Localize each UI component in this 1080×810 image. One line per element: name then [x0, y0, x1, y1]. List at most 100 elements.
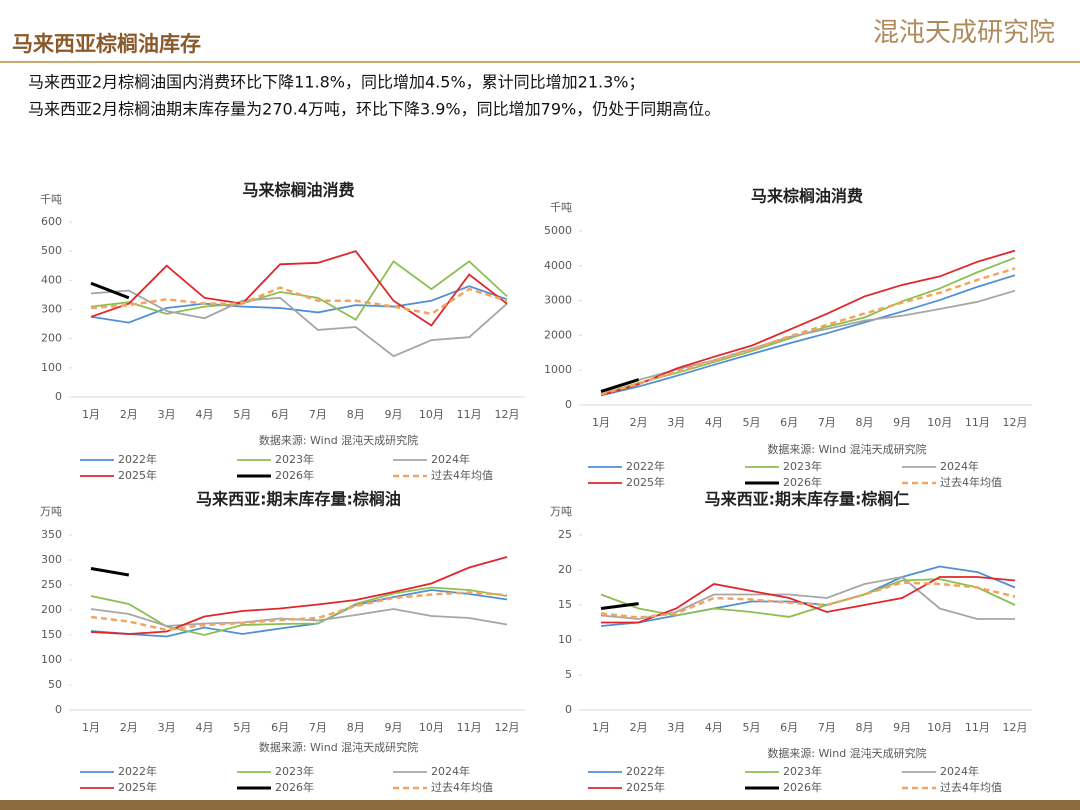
y-tick-label: 0	[565, 398, 572, 411]
y-tick-label: 600	[41, 215, 62, 228]
y-unit: 万吨	[40, 505, 62, 518]
y-tick-label: 20	[558, 563, 572, 576]
y-tick-label: 5	[565, 668, 572, 681]
legend-label: 2025年	[626, 780, 665, 794]
series-line	[600, 578, 1016, 618]
x-tick-label: 7月	[818, 721, 836, 734]
y-tick-label: 2000	[544, 328, 572, 341]
x-tick-label: 3月	[667, 721, 685, 734]
x-tick-label: 10月	[419, 408, 444, 421]
x-tick-label: 12月	[495, 408, 520, 421]
x-tick-label: 3月	[158, 721, 176, 734]
legend-label: 2023年	[783, 459, 822, 473]
y-tick-label: 300	[41, 553, 62, 566]
y-tick-label: 25	[558, 528, 572, 541]
y-tick-label: 250	[41, 578, 62, 591]
y-tick-label: 100	[41, 653, 62, 666]
x-tick-label: 9月	[385, 721, 403, 734]
legend-label: 过去4年均值	[431, 780, 493, 794]
x-tick-label: 11月	[457, 721, 482, 734]
source-note: 数据来源: Wind 混沌天成研究院	[767, 746, 926, 760]
x-tick-label: 7月	[309, 408, 327, 421]
x-tick-label: 5月	[233, 721, 251, 734]
x-tick-label: 3月	[667, 416, 685, 429]
y-tick-label: 500	[41, 244, 62, 257]
y-tick-label: 150	[41, 628, 62, 641]
x-tick-label: 11月	[965, 721, 990, 734]
series-line	[600, 581, 1016, 619]
legend-label: 2025年	[118, 780, 157, 794]
legend-label: 2022年	[626, 764, 665, 778]
y-unit: 千吨	[550, 201, 572, 214]
legend-label: 2024年	[431, 452, 470, 466]
x-tick-label: 3月	[158, 408, 176, 421]
legend-label: 过去4年均值	[940, 780, 1002, 794]
y-unit: 千吨	[40, 193, 62, 206]
x-tick-label: 10月	[927, 416, 952, 429]
x-tick-label: 6月	[780, 416, 798, 429]
x-tick-label: 1月	[592, 721, 610, 734]
logo: 混沌天成研究院	[873, 18, 1055, 48]
series-line	[90, 289, 508, 358]
bullet: 马来西亚2月棕榈油国内消费环比下降11.8%，同比增加4.5%，累计同比增加21…	[28, 73, 645, 92]
x-tick-label: 8月	[855, 721, 873, 734]
legend-label: 2022年	[118, 452, 157, 466]
y-tick-label: 0	[565, 703, 572, 716]
y-tick-label: 100	[41, 361, 62, 374]
x-tick-label: 4月	[195, 408, 213, 421]
chart-title: 马来棕榈油消费	[751, 187, 863, 206]
x-tick-label: 12月	[1003, 721, 1028, 734]
y-tick-label: 15	[558, 598, 572, 611]
x-tick-label: 8月	[855, 416, 873, 429]
source-note: 数据来源: Wind 混沌天成研究院	[259, 433, 418, 447]
x-tick-label: 12月	[1003, 416, 1028, 429]
x-tick-label: 9月	[893, 416, 911, 429]
series-line	[90, 556, 508, 635]
slide-title: 马来西亚棕榈油库存	[12, 32, 201, 56]
x-tick-label: 8月	[347, 408, 365, 421]
legend-label: 2023年	[275, 452, 314, 466]
chart-title: 马来棕榈油消费	[242, 181, 354, 200]
series-line	[90, 250, 508, 327]
y-tick-label: 50	[48, 678, 62, 691]
series-line	[600, 576, 1015, 620]
x-tick-label: 1月	[82, 408, 100, 421]
chart-title: 马来西亚:期末库存量:棕榈油	[196, 490, 401, 509]
x-tick-label: 5月	[233, 408, 251, 421]
y-unit: 万吨	[550, 505, 572, 518]
y-tick-label: 5000	[544, 224, 572, 237]
x-tick-label: 2月	[630, 416, 648, 429]
series-line	[90, 589, 508, 638]
x-tick-label: 1月	[82, 721, 100, 734]
legend-label: 2022年	[118, 764, 157, 778]
series-line	[600, 378, 640, 393]
series-line	[90, 285, 508, 324]
bullet: 马来西亚2月棕榈油期末库存量为270.4万吨，环比下降3.9%，同比增加79%，…	[28, 100, 720, 119]
series-line	[90, 608, 508, 627]
legend-label: 2024年	[940, 459, 979, 473]
x-tick-label: 12月	[495, 721, 520, 734]
x-tick-label: 11月	[457, 408, 482, 421]
series-line	[90, 567, 130, 577]
x-tick-label: 11月	[965, 416, 990, 429]
legend-label: 2023年	[783, 764, 822, 778]
x-tick-label: 2月	[120, 721, 138, 734]
x-tick-label: 10月	[927, 721, 952, 734]
legend-label: 2026年	[275, 468, 314, 482]
series-line	[90, 591, 508, 632]
x-tick-label: 9月	[385, 408, 403, 421]
x-tick-label: 6月	[271, 408, 289, 421]
legend-label: 2026年	[275, 780, 314, 794]
x-tick-label: 4月	[705, 416, 723, 429]
y-tick-label: 0	[55, 703, 62, 716]
legend-label: 2026年	[783, 475, 822, 489]
x-tick-label: 6月	[271, 721, 289, 734]
x-tick-label: 6月	[780, 721, 798, 734]
x-tick-label: 9月	[893, 721, 911, 734]
x-tick-label: 1月	[592, 416, 610, 429]
y-tick-label: 350	[41, 528, 62, 541]
source-note: 数据来源: Wind 混沌天成研究院	[259, 740, 418, 754]
series-line	[90, 286, 508, 316]
x-tick-label: 7月	[818, 416, 836, 429]
